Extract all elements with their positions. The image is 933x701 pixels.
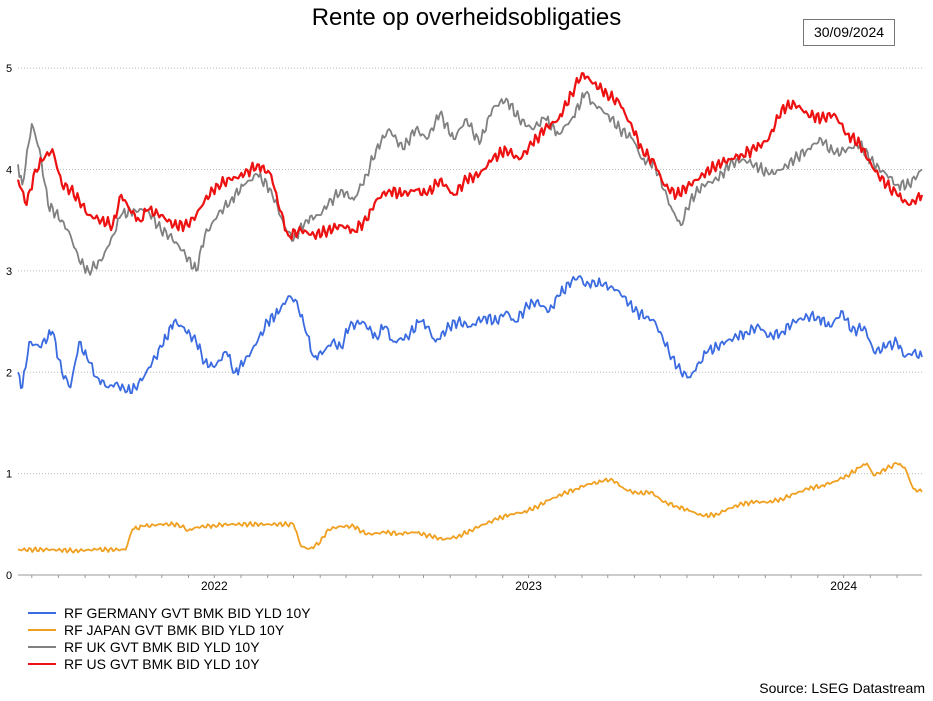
series-line-3 — [16, 72, 924, 241]
x-tick-label: 2024 — [830, 579, 857, 593]
y-tick-label: 4 — [6, 165, 12, 177]
y-tick-label: 1 — [6, 469, 12, 481]
y-tick-label: 3 — [6, 266, 12, 278]
x-tick-label: 2022 — [201, 579, 228, 593]
chart-plot: 0 1 2 3 4 5 2022 2023 2024 — [6, 63, 924, 593]
legend-item: RF US GVT BMK BID YLD 10Y — [28, 655, 311, 672]
legend: RF GERMANY GVT BMK BID YLD 10Y RF JAPAN G… — [28, 604, 311, 672]
legend-label: RF GERMANY GVT BMK BID YLD 10Y — [64, 604, 311, 621]
date-badge: 30/09/2024 — [803, 19, 895, 46]
series-line-0 — [17, 275, 923, 394]
series-line-2 — [17, 90, 923, 276]
legend-item: RF UK GVT BMK BID YLD 10Y — [28, 638, 311, 655]
gridlines — [18, 67, 922, 475]
y-tick-label: 2 — [6, 367, 12, 379]
y-tick-label: 5 — [6, 63, 12, 75]
legend-item: RF GERMANY GVT BMK BID YLD 10Y — [28, 604, 311, 621]
legend-swatch — [28, 611, 56, 614]
legend-swatch — [28, 628, 56, 631]
source-note: Source: LSEG Datastream — [759, 680, 925, 696]
series-line-1 — [17, 462, 923, 554]
legend-swatch — [28, 645, 56, 648]
legend-swatch — [28, 662, 56, 665]
legend-item: RF JAPAN GVT BMK BID YLD 10Y — [28, 621, 311, 638]
axes: 0 1 2 3 4 5 2022 2023 2024 — [6, 63, 922, 593]
chart-title: Rente op overheidsobligaties — [311, 4, 622, 31]
y-tick-label: 0 — [6, 570, 12, 582]
legend-label: RF US GVT BMK BID YLD 10Y — [64, 655, 260, 672]
x-tick-label: 2023 — [515, 579, 542, 593]
legend-label: RF JAPAN GVT BMK BID YLD 10Y — [64, 621, 285, 638]
legend-label: RF UK GVT BMK BID YLD 10Y — [64, 638, 260, 655]
series-lines — [16, 72, 924, 554]
